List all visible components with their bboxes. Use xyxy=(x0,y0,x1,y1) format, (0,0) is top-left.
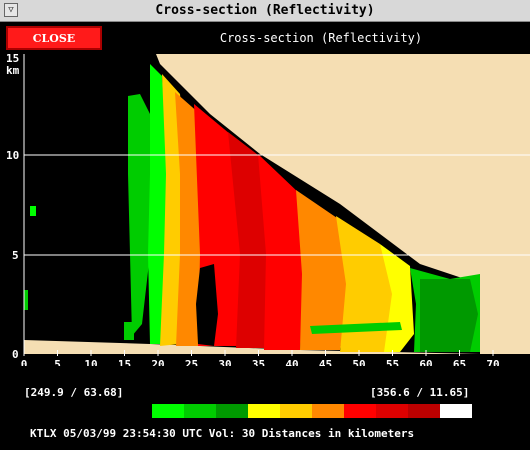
echo-orange-right xyxy=(296,190,350,350)
x-tick-label: 0 xyxy=(21,358,28,366)
x-tick-label: 30 xyxy=(218,358,231,366)
legend-swatch xyxy=(376,404,408,418)
x-tick-label: 10 xyxy=(84,358,97,366)
x-tick-label: 20 xyxy=(151,358,164,366)
x-tick-label: 15 xyxy=(118,358,131,366)
y-tick-label: 5 xyxy=(12,249,19,262)
x-tick-label: 35 xyxy=(252,358,265,366)
x-tick-label: 70 xyxy=(486,358,499,366)
y-ticks: 0 5 10 xyxy=(6,149,19,361)
legend-swatch xyxy=(408,404,440,418)
echo-yellow-right xyxy=(336,216,400,352)
weak-echo-notch xyxy=(196,264,218,346)
color-legend xyxy=(152,404,472,418)
x-tick-label: 55 xyxy=(386,358,399,366)
legend-swatch xyxy=(248,404,280,418)
legend-swatch xyxy=(440,404,472,418)
out-of-range-area xyxy=(156,54,530,354)
status-line: KTLX 05/03/99 23:54:30 UTC Vol: 30 Dista… xyxy=(30,427,415,440)
echo-darkgreen-right xyxy=(420,279,478,352)
coord-right: [356.6 / 11.65] xyxy=(370,386,470,399)
close-button[interactable]: CLOSE xyxy=(6,26,102,50)
legend-swatch xyxy=(152,404,184,418)
y-tick-label: 10 xyxy=(6,149,19,162)
reflectivity-svg: 15 km 0 5 10 0 5 10 15 20 25 30 35 40 45 50 55 60 65 70 xyxy=(6,52,530,371)
echo-darkred xyxy=(228,132,270,348)
x-tick-label: 40 xyxy=(285,358,298,366)
window-title: Cross-section (Reflectivity) xyxy=(155,3,375,18)
x-tick-label: 50 xyxy=(352,358,365,366)
x-tick-label: 45 xyxy=(319,358,332,366)
y-unit-bottom: km xyxy=(6,64,20,77)
small-echo xyxy=(30,206,36,216)
legend-swatch xyxy=(344,404,376,418)
legend-swatch xyxy=(184,404,216,418)
legend-swatch xyxy=(216,404,248,418)
coord-left: [249.9 / 63.68] xyxy=(24,386,124,399)
x-tick-label: 25 xyxy=(185,358,198,366)
legend-swatch xyxy=(312,404,344,418)
small-echo xyxy=(24,290,28,310)
cross-section-plot: 15 km 0 5 10 0 5 10 15 20 25 30 35 40 45 50 55 60 65 70 xyxy=(0,52,530,371)
window-titlebar: ▽ Cross-section (Reflectivity) xyxy=(0,0,530,22)
x-tick-label: 60 xyxy=(419,358,432,366)
y-unit-top: 15 xyxy=(6,54,19,65)
chevron-down-icon: ▽ xyxy=(8,5,14,15)
y-tick-label: 0 xyxy=(12,348,19,361)
x-tick-label: 5 xyxy=(54,358,61,366)
toolbar: CLOSE Cross-section (Reflectivity) xyxy=(0,22,530,54)
low-level-echo xyxy=(310,322,402,334)
small-echo xyxy=(124,322,134,340)
x-tick-label: 65 xyxy=(453,358,466,366)
near-surface-band xyxy=(24,340,480,354)
echo-red-right xyxy=(258,154,304,350)
panel-title: Cross-section (Reflectivity) xyxy=(219,31,423,45)
window-menu-button[interactable]: ▽ xyxy=(4,3,18,17)
legend-swatch xyxy=(280,404,312,418)
